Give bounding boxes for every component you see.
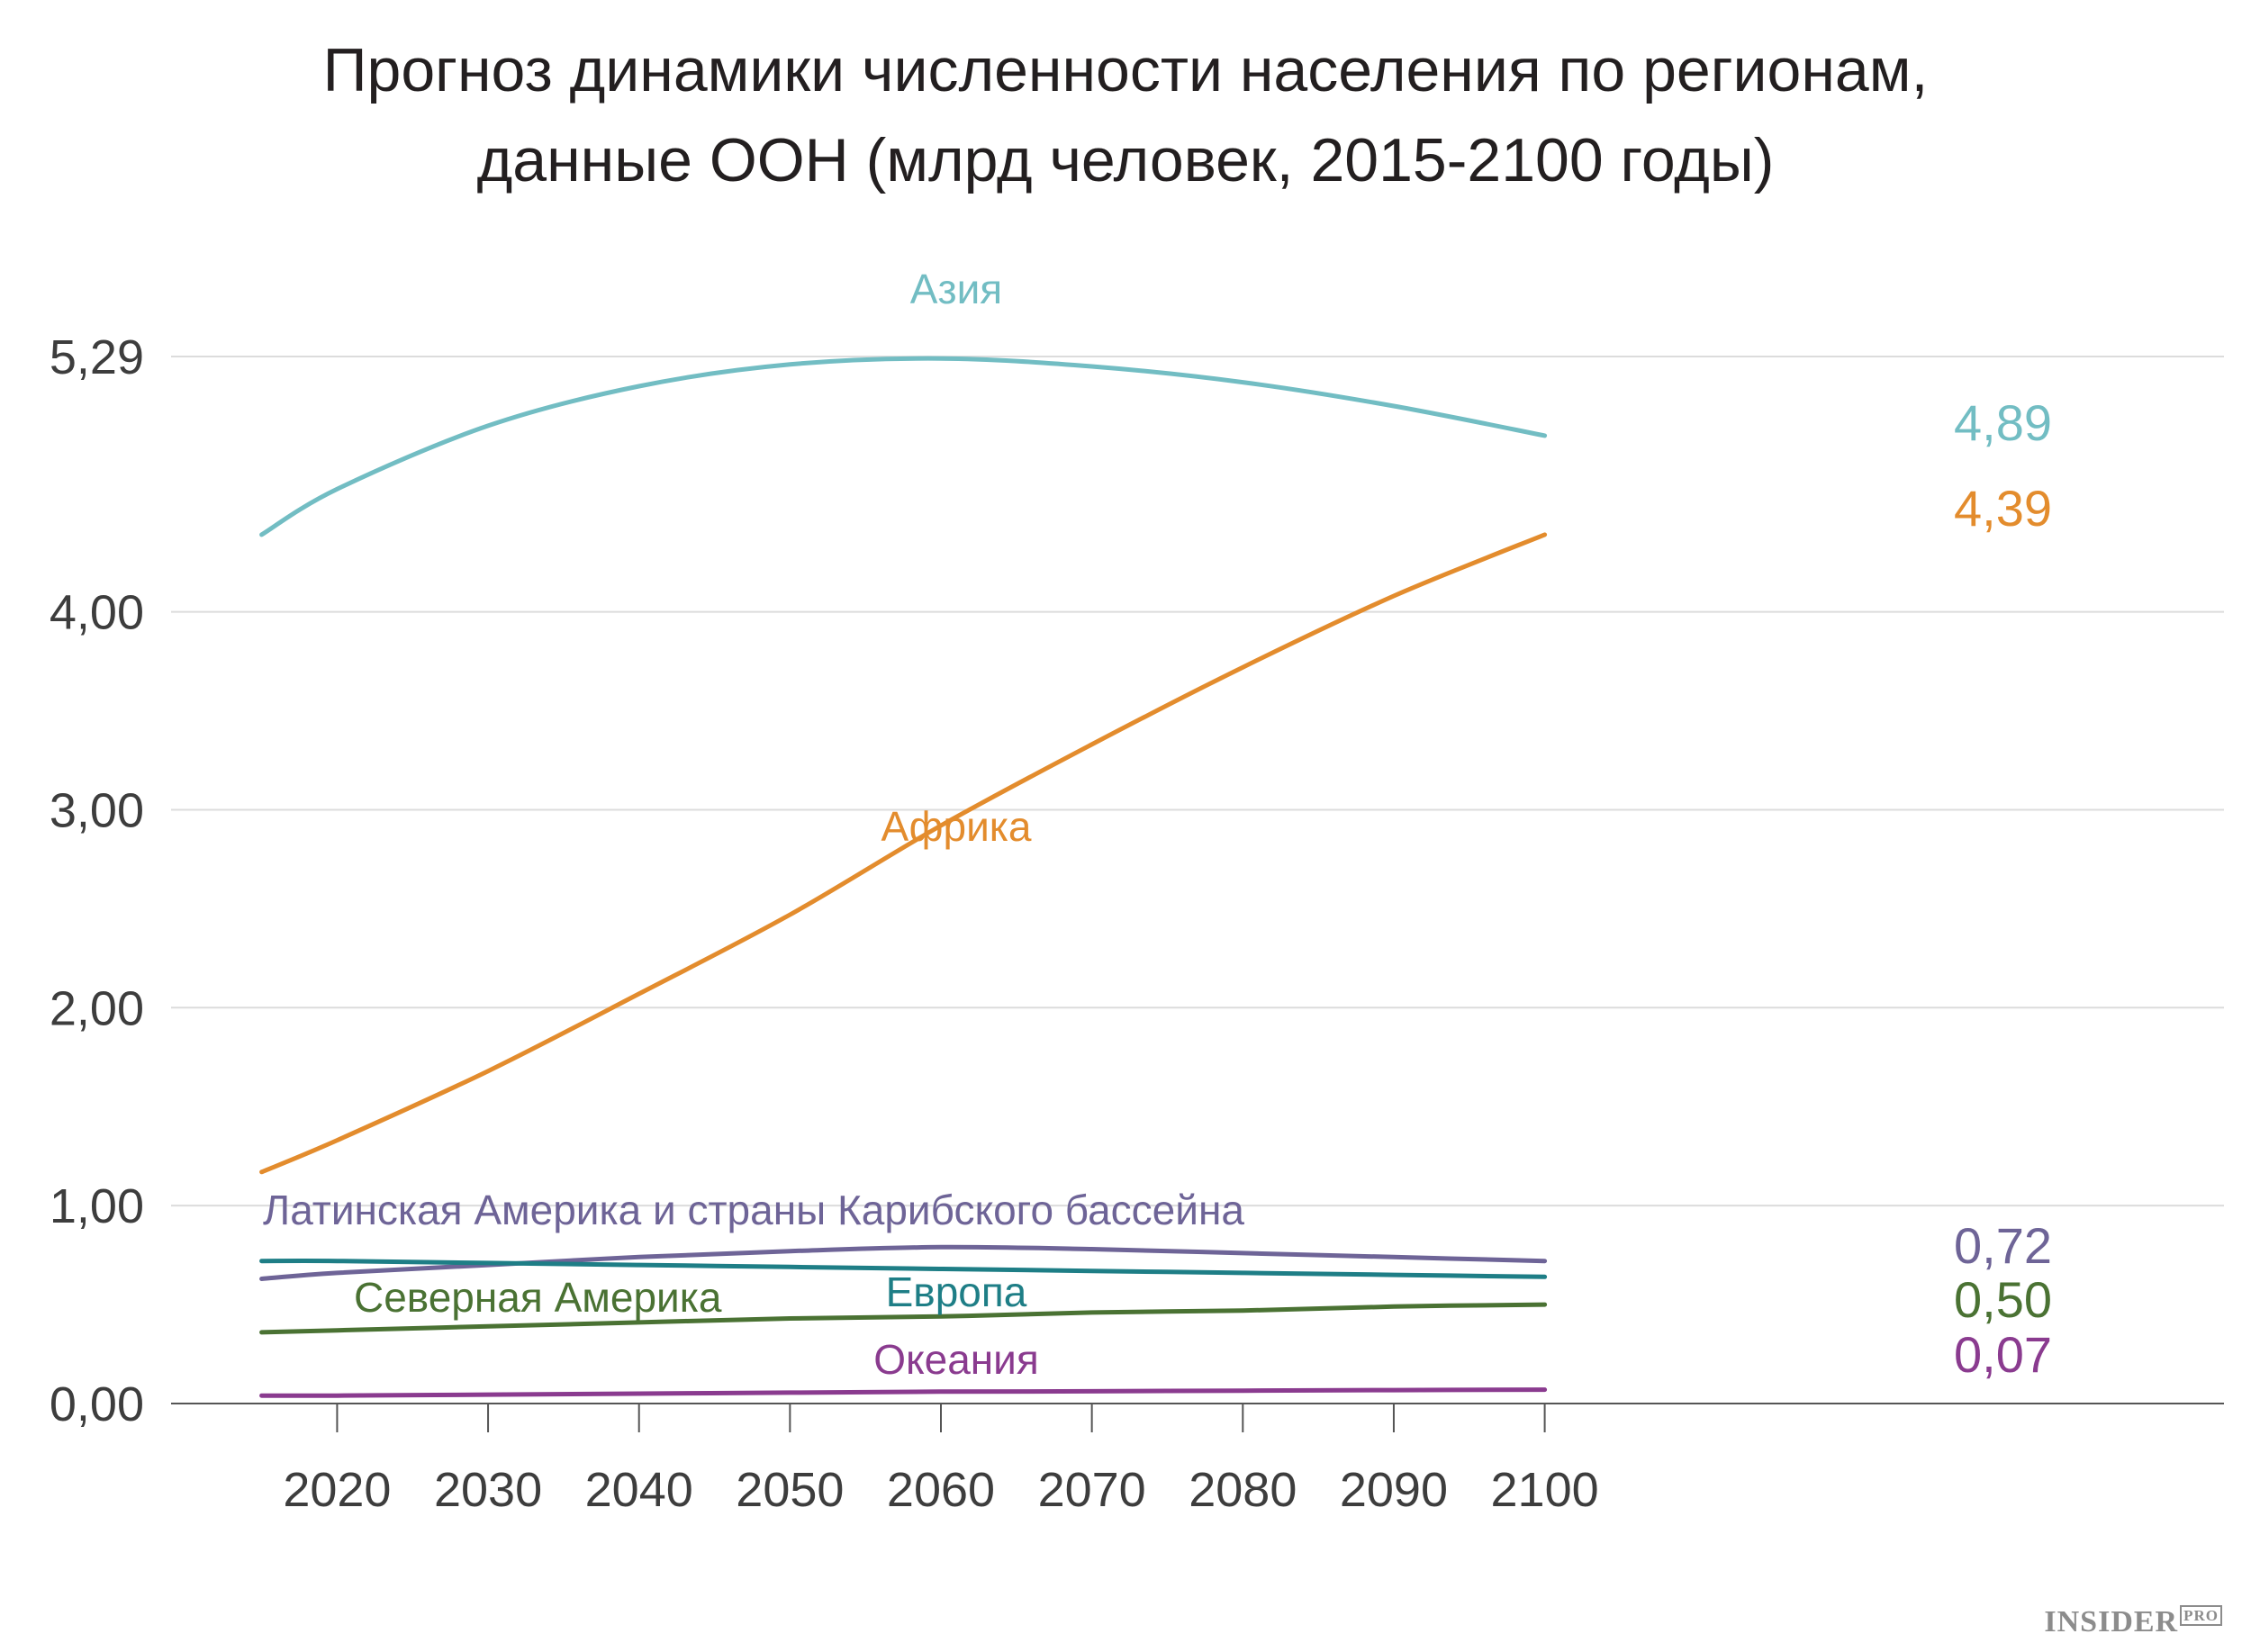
gridlines	[171, 356, 2224, 1207]
series-line	[259, 356, 1548, 537]
series-name-label: Северная Америка	[354, 1274, 722, 1321]
series-name-label: Европа	[886, 1268, 1027, 1315]
x-tick-label: 2050	[736, 1463, 844, 1517]
series-name-label: Океания	[873, 1336, 1039, 1383]
x-tick-label: 2090	[1340, 1463, 1448, 1517]
y-tick-label: 2,00	[50, 981, 144, 1035]
y-tick-label: 0,00	[50, 1377, 144, 1431]
y-tick-label: 1,00	[50, 1179, 144, 1233]
series-labels: Азия 4,89 Африка 4,39 Латинская Америка и ст…	[263, 266, 2052, 1383]
y-tick-label: 4,00	[50, 586, 144, 640]
brand-suffix: PRO	[2180, 1605, 2222, 1626]
series-name-label: Латинская Америка и страны Карибского ба…	[263, 1187, 1244, 1233]
x-tick-label: 2100	[1491, 1463, 1599, 1517]
x-tick-label: 2040	[585, 1463, 693, 1517]
series-name-label: Африка	[881, 803, 1031, 850]
series-line	[259, 1244, 1548, 1281]
axes: 0,00 1,00 2,00 3,00 4,00 5,29 2020 2030 2040 2050…	[50, 330, 2224, 1517]
chart-title: Прогноз динамики численности населения п…	[0, 25, 2251, 205]
series-lines	[259, 356, 1548, 1398]
y-tick-label: 5,29	[50, 330, 144, 384]
series-end-value-label: 0,07	[1954, 1326, 2052, 1383]
x-tick-label: 2060	[887, 1463, 995, 1517]
series-end-value-label: 4,39	[1954, 480, 2052, 537]
series-line	[259, 1387, 1548, 1398]
chart-title-line-1: Прогноз динамики численности населения п…	[322, 36, 1929, 104]
x-tick-label: 2070	[1038, 1463, 1146, 1517]
series-end-value-label: 0,72	[1954, 1217, 2052, 1274]
series-line	[259, 1302, 1548, 1335]
brand-name: INSIDER	[2044, 1605, 2179, 1638]
insider-pro-logo: INSIDER PRO	[2044, 1605, 2222, 1639]
series-end-value-label: 0,50	[1954, 1271, 2052, 1328]
series-line	[259, 532, 1548, 1175]
x-tick-label: 2030	[434, 1463, 542, 1517]
x-tick-label: 2080	[1189, 1463, 1297, 1517]
x-tick-label: 2020	[283, 1463, 391, 1517]
series-end-value-label: 4,89	[1954, 394, 2052, 451]
y-tick-label: 3,00	[50, 783, 144, 837]
series-line	[259, 1259, 1548, 1279]
series-name-label: Азия	[910, 266, 1002, 312]
chart-title-line-2: данные ООН (млрд человек, 2015-2100 годы…	[476, 126, 1775, 194]
